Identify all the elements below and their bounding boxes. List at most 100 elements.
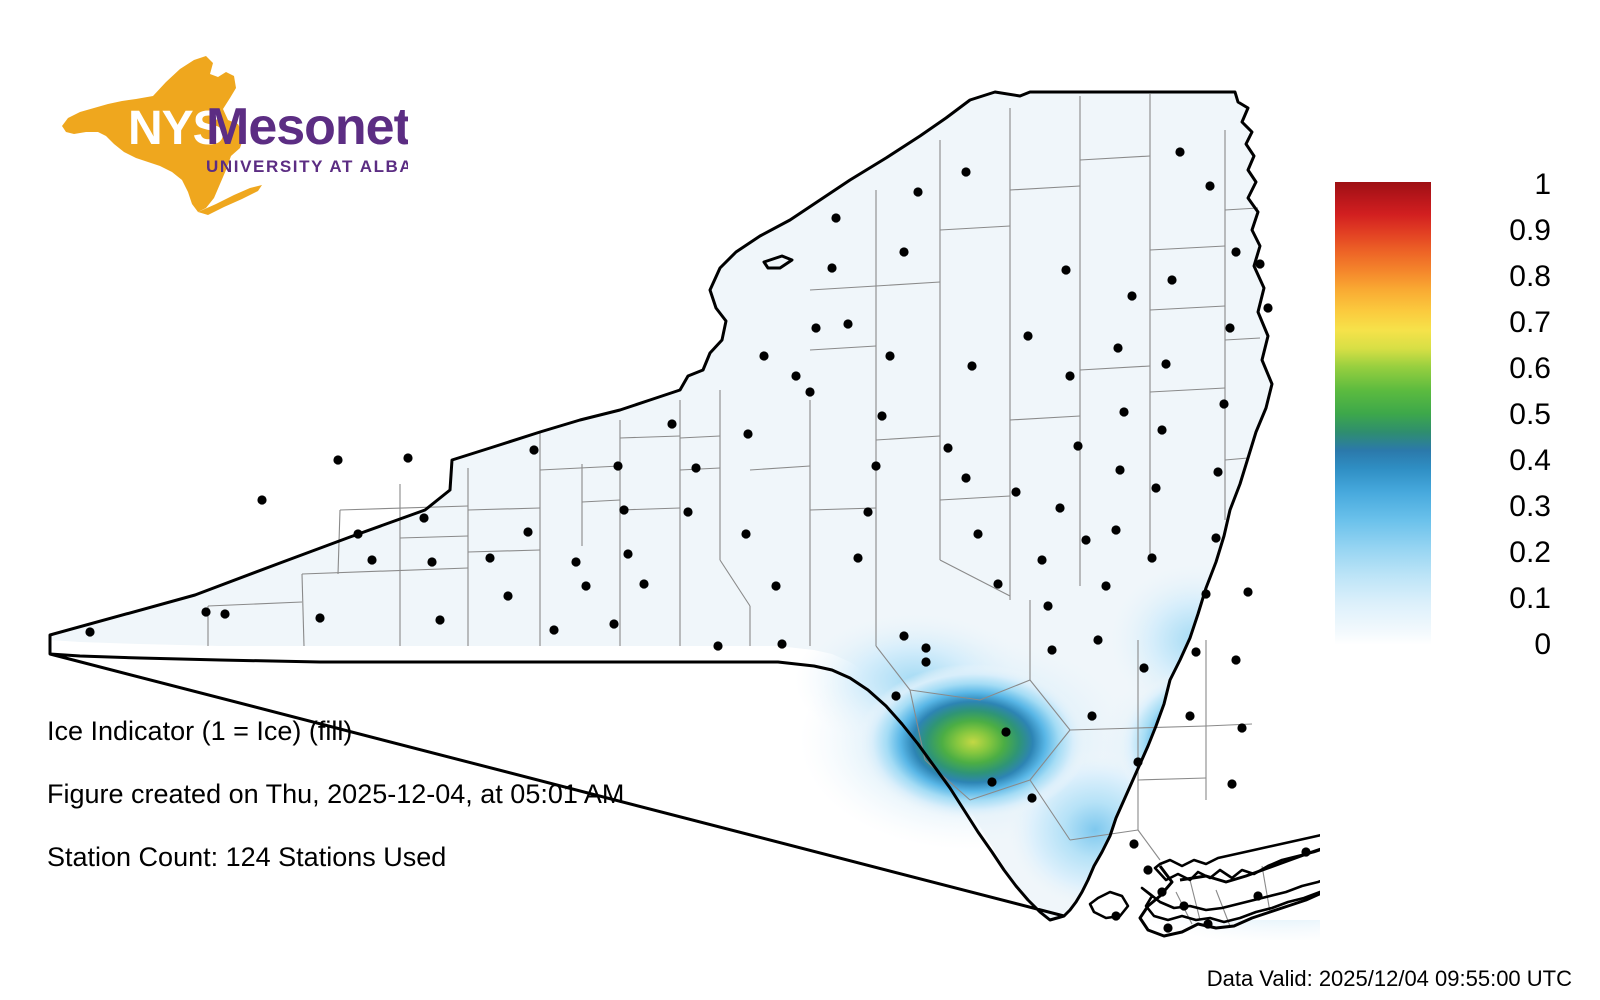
station-marker (885, 351, 895, 361)
station-marker (683, 507, 693, 517)
station-marker (1263, 303, 1273, 313)
station-marker (1157, 425, 1167, 435)
station-marker (1119, 407, 1129, 417)
station-marker (1143, 865, 1153, 875)
station-marker (831, 213, 841, 223)
station-marker (1163, 923, 1173, 933)
station-marker (1115, 465, 1125, 475)
station-marker (863, 507, 873, 517)
station-marker (993, 579, 1003, 589)
station-marker (1227, 779, 1237, 789)
colorbar-tick-1: 1 (1534, 168, 1551, 201)
figure-title: Ice Indicator (1 = Ice) (fill) (47, 716, 353, 746)
station-marker (899, 631, 909, 641)
station-marker (777, 639, 787, 649)
colorbar-gradient (1335, 182, 1431, 645)
station-marker (1157, 887, 1167, 897)
station-marker (791, 371, 801, 381)
station-marker (403, 453, 413, 463)
station-marker (571, 557, 581, 567)
colorbar: 1 0.9 0.8 0.7 0.6 0.5 0.4 0.3 0.2 0.1 0 (1335, 170, 1575, 670)
station-marker (1203, 919, 1213, 929)
station-marker (503, 591, 513, 601)
station-marker (1231, 247, 1241, 257)
station-marker (853, 553, 863, 563)
station-marker (961, 167, 971, 177)
ice-halo (1105, 560, 1285, 720)
colorbar-tick-0.5: 0.5 (1509, 398, 1551, 431)
station-marker (529, 445, 539, 455)
colorbar-tick-0.4: 0.4 (1509, 444, 1551, 477)
station-marker (691, 463, 701, 473)
station-marker (743, 429, 753, 439)
colorbar-tick-0.7: 0.7 (1509, 306, 1551, 339)
colorbar-tick-0.9: 0.9 (1509, 214, 1551, 247)
station-marker (899, 247, 909, 257)
station-marker (1253, 891, 1263, 901)
station-marker (827, 263, 837, 273)
colorbar-tick-0.6: 0.6 (1509, 352, 1551, 385)
station-marker (1205, 181, 1215, 191)
logo-subtitle-text: UNIVERSITY AT ALBANY (206, 157, 408, 176)
station-marker (891, 691, 901, 701)
colorbar-tick-0.2: 0.2 (1509, 536, 1551, 569)
station-marker (1201, 589, 1211, 599)
station-marker (435, 615, 445, 625)
figure-created-text: Figure created on Thu, 2025-12-04, at 05… (47, 779, 625, 809)
station-marker (759, 351, 769, 361)
station-marker (1127, 291, 1137, 301)
ny-state-silhouette-icon (62, 56, 262, 215)
station-marker (1111, 911, 1121, 921)
station-marker (1093, 635, 1103, 645)
station-marker (1043, 601, 1053, 611)
station-marker (367, 555, 377, 565)
data-valid-text: Data Valid: 2025/12/04 09:55:00 UTC (1206, 966, 1572, 991)
station-marker (257, 495, 267, 505)
station-marker (1101, 581, 1111, 591)
station-marker (220, 609, 230, 619)
station-marker (1213, 467, 1223, 477)
station-marker (877, 411, 887, 421)
station-marker (485, 553, 495, 563)
station-marker (667, 419, 677, 429)
station-marker (1185, 711, 1195, 721)
station-marker (623, 549, 633, 559)
station-marker (1027, 793, 1037, 803)
station-marker (315, 613, 325, 623)
ice-hotspot-hudson-valley (1117, 665, 1307, 825)
station-marker (921, 643, 931, 653)
station-marker (353, 529, 363, 539)
station-marker (961, 473, 971, 483)
station-marker (1111, 525, 1121, 535)
long-island-outline (1088, 834, 1320, 924)
station-marker (609, 619, 619, 629)
colorbar-tick-0: 0 (1534, 628, 1551, 661)
station-marker (1023, 331, 1033, 341)
station-marker (1081, 535, 1091, 545)
station-marker (1167, 275, 1177, 285)
station-marker (1055, 503, 1065, 513)
station-marker (871, 461, 881, 471)
station-marker (1237, 723, 1247, 733)
station-marker (613, 461, 623, 471)
station-marker (1061, 265, 1071, 275)
station-marker (639, 579, 649, 589)
station-marker (1301, 847, 1311, 857)
station-marker (1001, 727, 1011, 737)
station-marker (1161, 359, 1171, 369)
station-marker (1087, 711, 1097, 721)
station-count-text: Station Count: 124 Stations Used (47, 842, 447, 872)
station-markers (85, 147, 1311, 933)
station-marker (1243, 587, 1253, 597)
station-marker (1211, 533, 1221, 543)
station-marker (967, 361, 977, 371)
station-marker (1255, 259, 1265, 269)
station-marker (987, 777, 997, 787)
nys-mesonet-logo: NYS Mesonet UNIVERSITY AT ALBANY (48, 52, 408, 222)
colorbar-tick-0.3: 0.3 (1509, 490, 1551, 523)
station-marker (1151, 483, 1161, 493)
figure-caption: Ice Indicator (1 = Ice) (fill) Figure cr… (47, 718, 947, 907)
station-marker (1065, 371, 1075, 381)
station-marker (581, 581, 591, 591)
station-marker (1175, 147, 1185, 157)
